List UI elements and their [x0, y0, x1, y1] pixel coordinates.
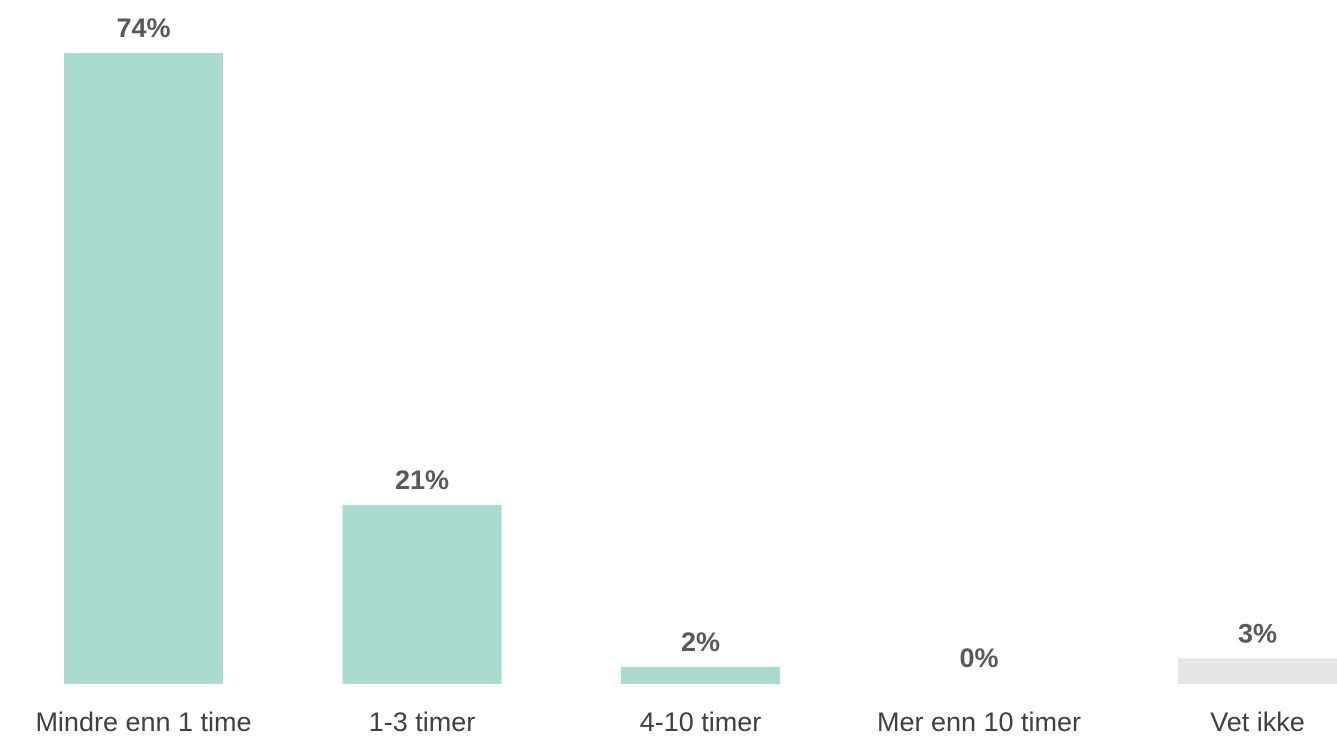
category-label: Mer enn 10 timer	[877, 707, 1081, 736]
bar	[64, 53, 223, 684]
category-label: Vet ikke	[1210, 707, 1305, 736]
category-label: Mindre enn 1 time	[35, 707, 251, 736]
data-label: 0%	[959, 643, 998, 673]
bar	[342, 504, 502, 684]
bar	[1178, 658, 1337, 684]
bar	[621, 666, 780, 684]
category-label: 4-10 timer	[640, 707, 762, 736]
data-label: 21%	[395, 465, 449, 495]
data-label: 3%	[1238, 618, 1277, 648]
data-label: 74%	[116, 13, 170, 43]
data-label: 2%	[681, 627, 720, 657]
category-label: 1-3 timer	[369, 707, 476, 736]
